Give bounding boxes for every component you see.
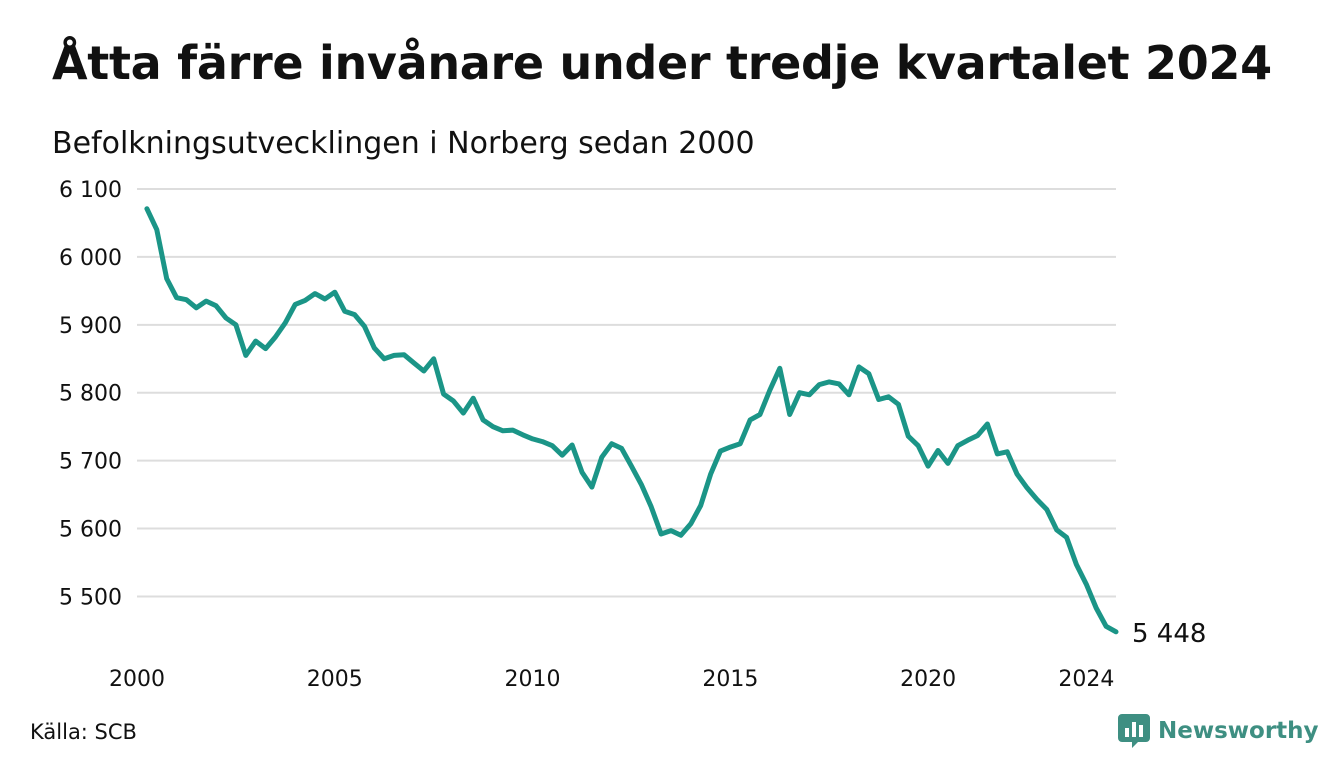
gridlines	[137, 188, 1116, 598]
series-line	[144, 206, 1119, 635]
x-tick-label: 2000	[109, 667, 165, 692]
newsworthy-logo-icon	[1118, 714, 1150, 748]
brand-logo: Newsworthy	[1118, 714, 1319, 748]
chart-subtitle: Befolkningsutvecklingen i Norberg sedan …	[52, 126, 755, 161]
y-tick-label: 5 800	[59, 382, 122, 407]
y-tick-label: 6 000	[59, 246, 122, 271]
y-tick-label: 5 600	[59, 518, 122, 543]
x-axis-ticks: 2000 2005 2010 2015 2020 2024	[109, 667, 1114, 692]
x-tick-label: 2015	[702, 667, 758, 692]
brand-name: Newsworthy	[1158, 718, 1319, 744]
x-tick-label: 2020	[900, 667, 956, 692]
y-tick-label: 5 700	[59, 450, 122, 475]
end-value-label: 5 448	[1132, 619, 1206, 649]
series-layer	[144, 206, 1119, 635]
source-label: Källa: SCB	[30, 720, 137, 744]
x-tick-label: 2024	[1058, 667, 1114, 692]
x-tick-label: 2005	[307, 667, 363, 692]
line-chart: 6 100 6 000 5 900 5 800 5 700 5 600 5 500 2000…	[59, 178, 1206, 692]
chart-title: Åtta färre invånare under tredje kvartal…	[52, 36, 1272, 90]
x-tick-label: 2010	[505, 667, 561, 692]
y-tick-label: 5 900	[59, 314, 122, 339]
y-tick-label: 5 500	[59, 585, 122, 610]
y-axis-ticks: 6 100 6 000 5 900 5 800 5 700 5 600 5 500	[59, 178, 122, 610]
y-tick-label: 6 100	[59, 178, 122, 203]
